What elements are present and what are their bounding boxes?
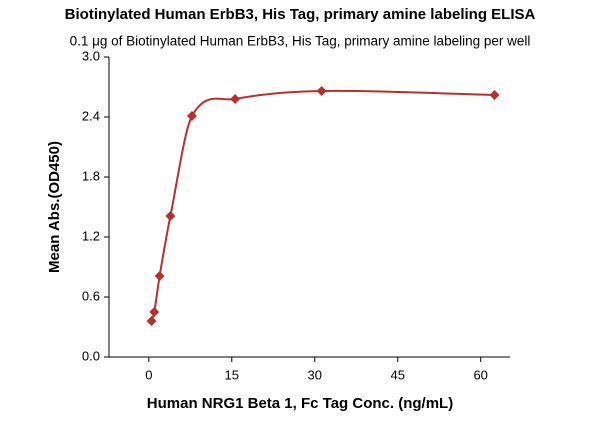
data-point [146,316,157,326]
x-tick-label: 60 [473,367,487,382]
y-tick-label: 1.2 [82,228,100,243]
x-axis-label: Human NRG1 Beta 1, Fc Tag Conc. (ng/mL) [147,395,453,412]
data-point [149,307,160,317]
y-tick-label: 0.0 [82,348,100,363]
x-tick-label: 30 [308,367,322,382]
y-tick-label: 2.4 [82,108,100,123]
y-tick-label: 3.0 [82,48,100,63]
data-point [187,111,197,121]
data-point [489,90,500,100]
chart-title: Biotinylated Human ErbB3, His Tag, prima… [65,6,536,23]
data-point [154,271,165,281]
data-point [165,211,176,221]
fit-curve [150,89,495,322]
data-point [230,94,241,104]
x-tick-label: 0 [145,367,152,382]
data-point [316,86,327,96]
x-tick-label: 15 [225,367,239,382]
y-tick-label: 1.8 [82,168,100,183]
x-tick-label: 45 [390,367,404,382]
chart-subtitle: 0.1 μg of Biotinylated Human ErbB3, His … [70,34,531,49]
y-tick-label: 0.6 [82,288,100,303]
y-axis-label: Mean Abs.(OD450) [46,141,63,273]
